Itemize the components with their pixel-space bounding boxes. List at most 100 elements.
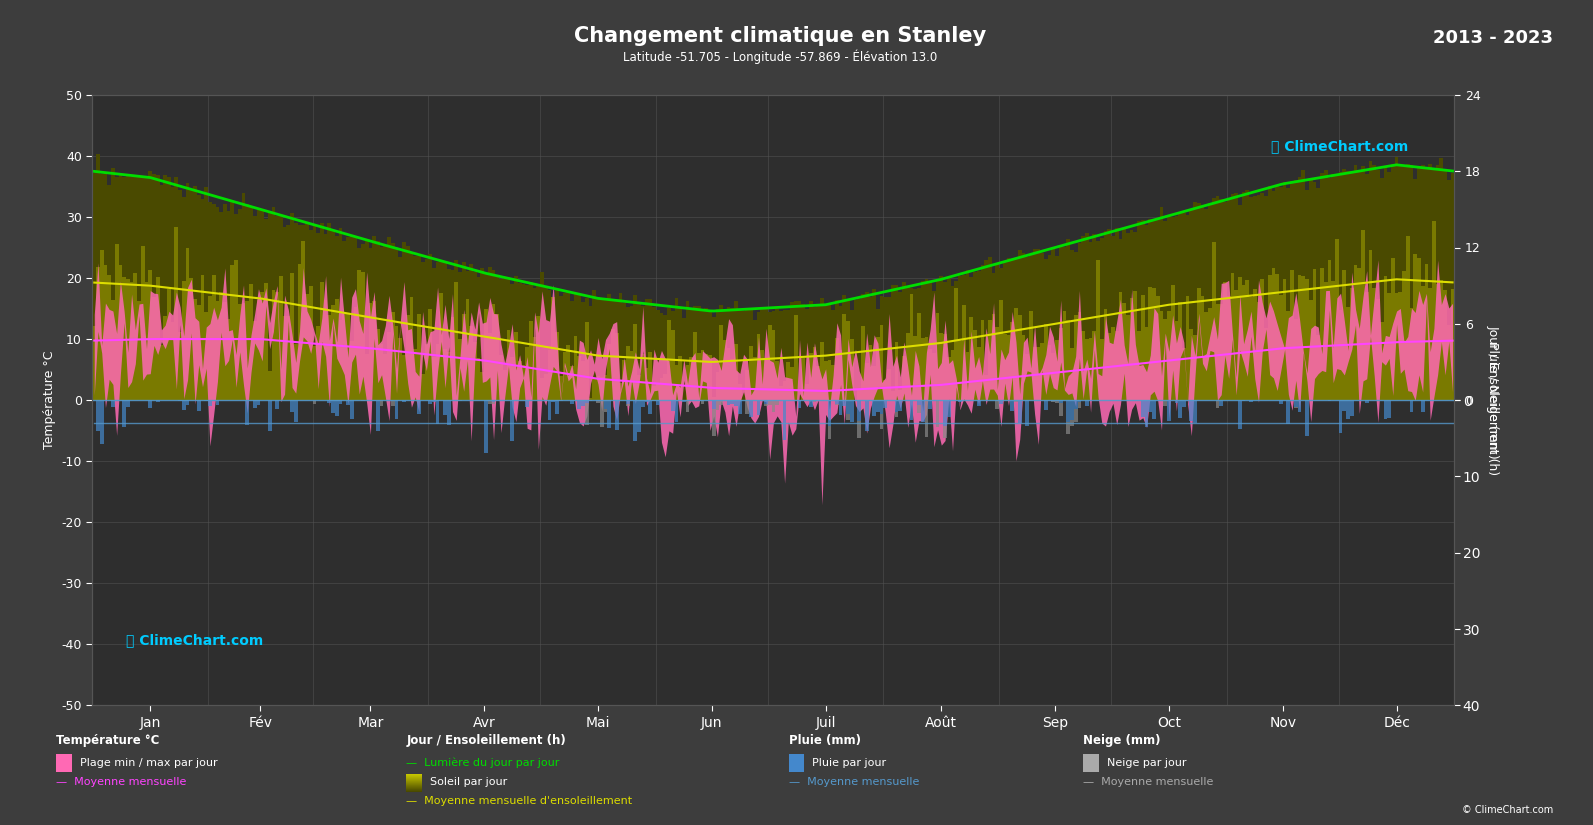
Bar <box>1365 174 1368 400</box>
Bar <box>779 386 782 400</box>
Bar <box>969 318 973 400</box>
Bar <box>929 400 932 409</box>
Bar <box>865 363 868 400</box>
Bar <box>1077 400 1082 402</box>
Bar <box>409 253 413 400</box>
Bar <box>1219 400 1223 406</box>
Bar <box>801 359 804 400</box>
Bar <box>738 384 742 400</box>
Text: —  Lumière du jour par jour: — Lumière du jour par jour <box>406 757 559 767</box>
Bar <box>1107 333 1110 400</box>
Bar <box>798 301 801 400</box>
Bar <box>543 374 548 400</box>
Bar <box>1223 202 1227 400</box>
Bar <box>401 243 406 400</box>
Bar <box>1088 338 1093 400</box>
Bar <box>115 243 118 400</box>
Bar <box>765 358 768 400</box>
Bar <box>1099 338 1104 400</box>
Bar <box>223 205 226 400</box>
Bar <box>1410 165 1413 400</box>
Bar <box>760 351 765 400</box>
Bar <box>395 247 398 400</box>
Bar <box>776 309 779 400</box>
Bar <box>704 308 709 400</box>
Bar <box>793 301 798 400</box>
Bar <box>1380 178 1383 400</box>
Bar <box>1316 188 1321 400</box>
Bar <box>1327 400 1332 402</box>
Bar <box>868 345 873 400</box>
Bar <box>640 354 645 400</box>
Bar <box>585 403 589 425</box>
Bar <box>734 300 738 400</box>
Bar <box>1246 280 1249 400</box>
Bar <box>1349 400 1354 416</box>
Bar <box>1185 214 1190 400</box>
Bar <box>1137 221 1141 400</box>
Bar <box>1395 293 1399 400</box>
Bar <box>895 342 898 400</box>
Bar <box>902 281 906 400</box>
Bar <box>1276 186 1279 400</box>
Bar <box>738 311 742 400</box>
Bar <box>693 332 696 400</box>
Bar <box>984 260 988 400</box>
Text: Soleil par jour: Soleil par jour <box>430 777 507 787</box>
Bar <box>1077 243 1082 400</box>
Bar <box>1268 186 1271 400</box>
Bar <box>178 400 182 401</box>
Bar <box>1171 217 1174 400</box>
Bar <box>865 400 868 431</box>
Bar <box>1026 400 1029 426</box>
Bar <box>484 400 487 453</box>
Bar <box>988 320 992 400</box>
Bar <box>134 176 137 400</box>
Bar <box>943 400 946 426</box>
Bar <box>424 343 429 400</box>
Bar <box>746 400 749 414</box>
Y-axis label: Température °C: Température °C <box>43 351 56 450</box>
Bar <box>618 293 623 400</box>
Bar <box>879 400 884 414</box>
Bar <box>954 281 957 400</box>
Bar <box>612 300 615 400</box>
Bar <box>215 301 220 400</box>
Bar <box>1168 400 1171 421</box>
Bar <box>857 389 862 400</box>
Bar <box>234 214 237 400</box>
Bar <box>362 243 365 400</box>
Bar <box>957 400 962 402</box>
Bar <box>723 340 726 400</box>
Bar <box>1196 288 1201 400</box>
Bar <box>879 325 884 400</box>
Bar <box>429 400 432 404</box>
Bar <box>390 400 395 406</box>
Bar <box>1282 182 1287 400</box>
Bar <box>510 400 515 441</box>
Bar <box>768 400 771 405</box>
Bar <box>1070 348 1074 400</box>
Bar <box>1276 274 1279 400</box>
Bar <box>312 224 317 400</box>
Bar <box>543 287 548 400</box>
Bar <box>487 400 492 404</box>
Bar <box>395 326 398 400</box>
Bar <box>1104 309 1107 400</box>
Bar <box>339 320 342 400</box>
Bar <box>1241 285 1246 400</box>
Bar <box>809 353 812 400</box>
Bar <box>1043 324 1048 400</box>
Bar <box>879 296 884 400</box>
Bar <box>585 298 589 400</box>
Bar <box>476 277 481 400</box>
Bar <box>862 327 865 400</box>
Bar <box>895 400 898 412</box>
Bar <box>846 400 851 414</box>
Bar <box>1365 291 1368 400</box>
Bar <box>804 384 809 400</box>
Bar <box>984 375 988 400</box>
Bar <box>932 291 935 400</box>
Bar <box>1268 275 1271 400</box>
Bar <box>851 400 854 422</box>
